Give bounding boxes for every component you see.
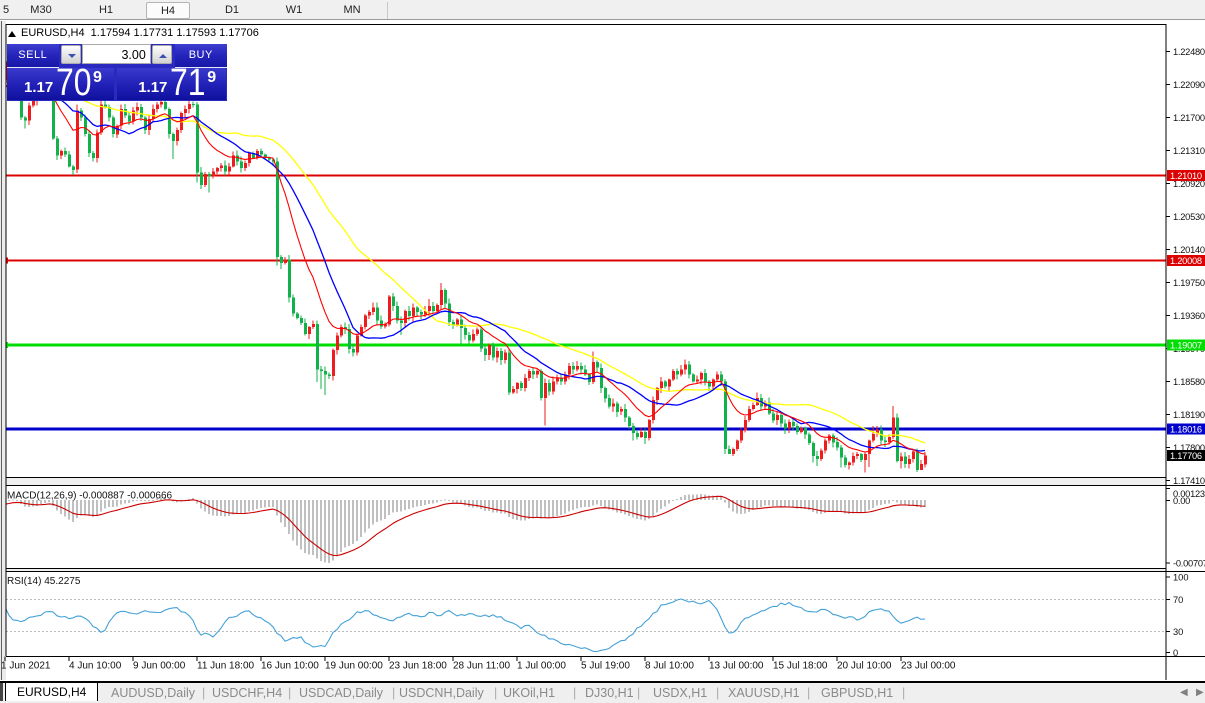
svg-text:9 Jun 00:00: 9 Jun 00:00	[133, 661, 186, 672]
svg-text:1.17410: 1.17410	[1173, 476, 1205, 486]
svg-text:1.18580: 1.18580	[1173, 377, 1205, 387]
svg-text:1.19007: 1.19007	[1170, 341, 1202, 351]
svg-text:4 Jun 10:00: 4 Jun 10:00	[69, 661, 122, 672]
svg-text:1.21700: 1.21700	[1173, 113, 1205, 123]
svg-text:1.19750: 1.19750	[1173, 278, 1205, 288]
svg-text:28 Jun 11:00: 28 Jun 11:00	[453, 661, 511, 672]
svg-text:RSI(14) 45.2275: RSI(14) 45.2275	[7, 576, 81, 587]
svg-text:23 Jul 00:00: 23 Jul 00:00	[901, 661, 956, 672]
svg-text:1.19360: 1.19360	[1173, 311, 1205, 321]
svg-text:19 Jun 00:00: 19 Jun 00:00	[325, 661, 383, 672]
svg-text:30: 30	[1173, 627, 1183, 637]
svg-text:0: 0	[1173, 648, 1178, 658]
svg-text:8 Jul 10:00: 8 Jul 10:00	[645, 661, 694, 672]
svg-text:11 Jun 18:00: 11 Jun 18:00	[197, 661, 255, 672]
svg-text:1.20530: 1.20530	[1173, 212, 1205, 222]
svg-text:1 Jun 2021: 1 Jun 2021	[1, 661, 51, 672]
svg-text:MACD(12,26,9) -0.000887 -0.000: MACD(12,26,9) -0.000887 -0.000666	[7, 491, 173, 502]
svg-text:1.20920: 1.20920	[1173, 179, 1205, 189]
svg-text:16 Jun 10:00: 16 Jun 10:00	[261, 661, 319, 672]
svg-text:1.17800: 1.17800	[1173, 443, 1205, 453]
svg-text:1.18190: 1.18190	[1173, 410, 1205, 420]
svg-text:1.21010: 1.21010	[1170, 171, 1202, 181]
svg-text:1.22090: 1.22090	[1173, 80, 1205, 90]
svg-text:1.17706: 1.17706	[1170, 451, 1202, 461]
svg-text:5 Jul 19:00: 5 Jul 19:00	[581, 661, 630, 672]
svg-text:13 Jul 00:00: 13 Jul 00:00	[709, 661, 764, 672]
svg-text:15 Jul 18:00: 15 Jul 18:00	[773, 661, 828, 672]
svg-text:70: 70	[1173, 595, 1183, 605]
svg-text:100: 100	[1173, 573, 1189, 583]
svg-text:1.21310: 1.21310	[1173, 146, 1205, 156]
svg-text:20 Jul 10:00: 20 Jul 10:00	[837, 661, 892, 672]
svg-text:1 Jul 00:00: 1 Jul 00:00	[517, 661, 566, 672]
svg-text:1.22480: 1.22480	[1173, 47, 1205, 57]
svg-text:1.18016: 1.18016	[1170, 425, 1202, 435]
svg-text:1.20140: 1.20140	[1173, 245, 1205, 255]
svg-text:1.20008: 1.20008	[1170, 256, 1202, 266]
svg-text:-0.00707: -0.00707	[1173, 559, 1205, 569]
svg-text:0.00: 0.00	[1173, 496, 1190, 506]
svg-text:0.001232: 0.001232	[1173, 489, 1205, 499]
svg-text:23 Jun 18:00: 23 Jun 18:00	[389, 661, 447, 672]
